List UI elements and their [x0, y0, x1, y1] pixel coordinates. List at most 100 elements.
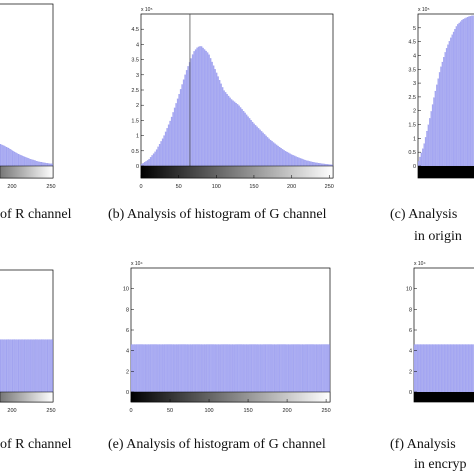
- histogram-bar: [154, 344, 156, 393]
- histogram-bar: [190, 58, 192, 167]
- histogram-bar: [3, 339, 5, 393]
- histogram-bar: [445, 48, 448, 167]
- histogram-bar: [263, 344, 265, 393]
- histogram-bar: [42, 339, 44, 393]
- histogram-bar: [50, 163, 52, 167]
- histogram-bar: [145, 161, 147, 167]
- histogram-bar: [37, 161, 39, 167]
- histogram-bar: [203, 344, 206, 393]
- histogram-bar: [25, 339, 27, 393]
- histogram-bar: [319, 163, 321, 167]
- histogram-bar: [162, 344, 164, 393]
- y-tick-label: 2.5: [131, 88, 139, 94]
- histogram-bar: [160, 344, 162, 393]
- histogram-bar: [257, 128, 260, 167]
- histogram-bar: [326, 164, 329, 167]
- histogram-bar: [269, 344, 271, 393]
- histogram-bar: [433, 97, 435, 167]
- histogram-bar: [217, 344, 220, 393]
- histogram-bar: [264, 344, 267, 393]
- y-axis-ticks: 0 2 4 6 8 10: [123, 287, 134, 396]
- histogram-bar: [416, 344, 419, 393]
- histogram-bar: [13, 151, 15, 167]
- histogram-bar: [14, 339, 16, 393]
- y-axis-ticks: 0 2 4 6 8 10: [406, 287, 417, 396]
- histogram-bar: [205, 344, 208, 393]
- histogram-bar: [2, 339, 4, 393]
- x-tick-label: 250: [46, 408, 55, 414]
- histogram-bar: [323, 344, 326, 393]
- histogram-bar: [301, 158, 303, 167]
- histogram-bar: [258, 344, 260, 393]
- x-tick-label: 0: [139, 184, 142, 190]
- y-tick-label: 2: [136, 103, 139, 109]
- histogram-bar: [315, 344, 318, 393]
- y-tick-label: 2: [413, 109, 416, 115]
- histogram-bar: [439, 344, 441, 393]
- histogram-bar: [236, 104, 239, 167]
- histogram-bar: [44, 162, 46, 167]
- histogram-bar: [255, 344, 257, 393]
- histogram-bar: [40, 339, 42, 393]
- histogram-bar: [140, 344, 142, 393]
- histogram-bar: [226, 94, 228, 167]
- histogram-bar: [213, 344, 215, 393]
- histogram-bar: [457, 24, 459, 167]
- histogram-bar: [260, 131, 263, 167]
- histogram-bar: [244, 344, 246, 393]
- histogram-bar: [48, 163, 50, 167]
- histogram-bar: [464, 344, 467, 393]
- histogram-bar: [455, 26, 458, 167]
- histogram-bar: [250, 120, 252, 167]
- x-axis-ticks: 0 50 100 150 200 250: [129, 399, 331, 414]
- histogram-bar: [314, 162, 317, 167]
- y-axis-ticks: 0 0.5 1 1.5 2 2.5 3 3.5 4 4.5: [131, 27, 144, 170]
- histogram-bar: [19, 339, 21, 393]
- histogram-bar: [46, 339, 49, 393]
- caption-a: of R channel: [0, 207, 72, 222]
- histogram-bar: [424, 344, 426, 393]
- caption-c-line2: in origin: [414, 229, 462, 244]
- histogram-bar: [166, 344, 169, 393]
- histogram-bar: [32, 339, 34, 393]
- histogram-bar: [448, 344, 450, 393]
- x-tick-label: 250: [46, 184, 55, 190]
- y-tick-label: 6: [126, 328, 129, 334]
- panel-b: x 10⁵ 0 0.5 1 1.5 2 2.5 3 3.5 4 4.5 0 50 100 150 200 2…: [131, 7, 333, 190]
- histogram-bar: [26, 157, 28, 167]
- panel-f: x 10⁴ 0 2 4 6 8 10: [406, 261, 474, 403]
- histogram-bar: [140, 163, 143, 167]
- histogram-bar: [21, 155, 23, 167]
- histogram-bar: [457, 344, 459, 393]
- histogram-bar: [281, 344, 284, 393]
- grayscale-strip: [414, 392, 474, 402]
- histogram-bar: [424, 137, 427, 167]
- histogram-bar: [194, 344, 197, 393]
- histogram-bar: [49, 339, 51, 393]
- histogram-bar: [5, 146, 8, 167]
- histogram-bar: [289, 344, 291, 393]
- histogram-bar: [302, 159, 305, 167]
- histogram-bar: [242, 111, 245, 167]
- histogram-bar: [135, 344, 138, 393]
- histogram-bar: [230, 344, 232, 393]
- histogram-bar: [326, 344, 329, 393]
- histogram-bar: [36, 160, 38, 167]
- histogram-bar: [10, 149, 12, 167]
- histogram-bar: [39, 339, 41, 393]
- y-tick-label: 0.5: [408, 150, 416, 156]
- histogram-bar: [277, 344, 279, 393]
- histogram-bar: [241, 344, 243, 393]
- histogram-bar: [149, 344, 152, 393]
- histogram-bar: [449, 344, 452, 393]
- histogram-bar: [253, 344, 256, 393]
- histogram-bar: [178, 94, 180, 167]
- histogram-bar: [446, 344, 449, 393]
- histogram-bar: [199, 344, 201, 393]
- histogram-bar: [163, 135, 165, 167]
- y-tick-label: 1: [136, 134, 139, 140]
- histogram-bar: [320, 163, 323, 167]
- histogram-bar: [0, 339, 2, 393]
- histogram-bar: [161, 138, 164, 167]
- histogram-bar: [185, 344, 187, 393]
